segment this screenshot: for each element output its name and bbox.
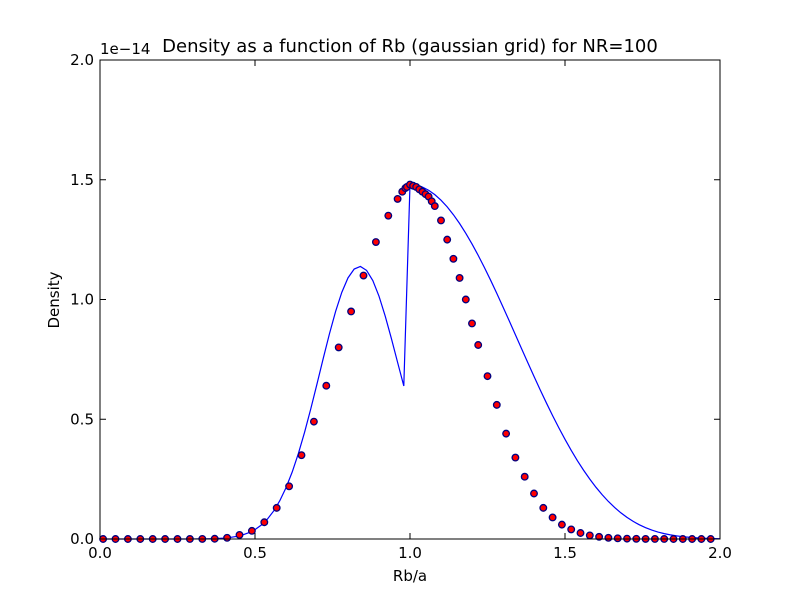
data-point [576, 529, 585, 537]
y-tick-label: 0.5 [70, 410, 94, 428]
y-tick-label: 1.0 [70, 291, 94, 309]
x-tick-label: 0.5 [243, 544, 267, 562]
data-point [235, 530, 244, 539]
data-point [347, 307, 356, 316]
data-point [530, 489, 538, 498]
data-point [285, 482, 294, 491]
data-point [371, 238, 380, 246]
data-point [461, 295, 470, 304]
data-point [539, 503, 548, 512]
data-point [585, 531, 594, 540]
data-point [322, 381, 331, 390]
ticks-layer: 0.0 0.5 1.0 1.5 2.0 0.0 0.5 1.0 1.5 2.0 [70, 51, 732, 562]
y-tick-label: 2.0 [70, 51, 94, 69]
data-point [455, 273, 464, 282]
data-point [511, 453, 520, 462]
data-point [223, 533, 232, 542]
data-point [247, 526, 256, 535]
data-point [437, 216, 445, 225]
plot-area [100, 60, 720, 539]
data-point [272, 503, 281, 512]
y-tick-label: 0.0 [70, 530, 94, 548]
data-point [548, 513, 557, 522]
data-point [502, 429, 511, 438]
data-point [384, 211, 393, 220]
data-point [393, 194, 402, 203]
data-point [443, 235, 452, 244]
data-point [430, 202, 439, 211]
plot-frame [99, 59, 721, 540]
data-point [492, 400, 501, 409]
data-point [260, 518, 269, 527]
y-tick-label: 1.5 [70, 171, 94, 189]
data-point [604, 533, 613, 542]
data-point [613, 534, 622, 543]
x-tick-label: 2.0 [708, 544, 732, 562]
y-offset-label: 1e−14 [100, 40, 150, 58]
x-tick-label: 1.0 [398, 544, 422, 562]
chart-title: Density as a function of Rb (gaussian gr… [162, 36, 658, 57]
series-layer [99, 180, 721, 543]
data-point [359, 271, 368, 280]
x-tick-label: 0.0 [88, 544, 112, 562]
data-point [483, 372, 492, 381]
data-point [474, 341, 483, 349]
data-point [309, 417, 318, 426]
x-tick-label: 1.5 [553, 544, 577, 562]
x-axis-label: Rb/a [393, 567, 427, 585]
data-point [297, 451, 306, 460]
data-point [449, 254, 458, 263]
data-point [567, 525, 576, 534]
data-point [595, 532, 604, 541]
data-point [468, 319, 476, 328]
data-point [557, 520, 566, 529]
data-point [520, 472, 529, 481]
y-axis-label: Density [45, 271, 63, 328]
data-point [334, 343, 343, 352]
